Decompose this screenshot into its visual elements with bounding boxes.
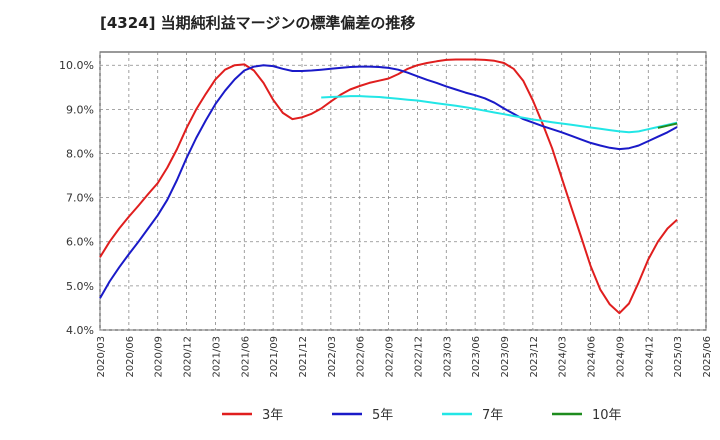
legend: 3年 5年 7年 10年 bbox=[222, 408, 622, 423]
series-lines bbox=[99, 58, 678, 315]
x-tick-label: 2020/12 bbox=[183, 336, 194, 378]
x-tick-label: 2021/09 bbox=[269, 336, 280, 378]
y-tick-label: 9.0% bbox=[66, 103, 94, 116]
y-tick-label: 7.0% bbox=[66, 192, 94, 205]
chart-title: [4324] 当期純利益マージンの標準偏差の推移 bbox=[100, 14, 416, 32]
x-tick-label: 2024/12 bbox=[644, 336, 655, 378]
x-tick-label: 2022/09 bbox=[385, 336, 396, 378]
x-tick-label: 2022/03 bbox=[327, 336, 338, 378]
x-tick-label: 2025/03 bbox=[673, 336, 684, 378]
x-tick-label: 2023/09 bbox=[500, 336, 511, 378]
x-tick-label: 2023/03 bbox=[442, 336, 453, 378]
y-tick-label: 5.0% bbox=[66, 280, 94, 293]
legend-label: 7年 bbox=[482, 408, 503, 423]
y-tick-label: 6.0% bbox=[66, 236, 94, 249]
plot-frame bbox=[99, 51, 707, 331]
x-tick-label: 2023/12 bbox=[529, 336, 540, 378]
x-tick-label: 2021/12 bbox=[298, 336, 309, 378]
x-tick-label: 2024/09 bbox=[615, 336, 626, 378]
grid bbox=[99, 51, 707, 331]
legend-label: 10年 bbox=[592, 408, 622, 423]
legend-label: 3年 bbox=[262, 408, 283, 423]
y-tick-label: 10.0% bbox=[59, 59, 94, 72]
series-line bbox=[99, 64, 678, 299]
x-tick-label: 2020/09 bbox=[154, 336, 165, 378]
x-tick-label: 2021/03 bbox=[211, 336, 222, 378]
x-tick-label: 2021/06 bbox=[240, 336, 251, 378]
y-tick-label: 4.0% bbox=[66, 324, 94, 337]
series-line bbox=[321, 95, 678, 134]
x-tick-label: 2024/03 bbox=[558, 336, 569, 378]
y-tick-label: 8.0% bbox=[66, 147, 94, 160]
x-tick-label: 2024/06 bbox=[587, 336, 598, 378]
x-tick-label: 2025/06 bbox=[702, 336, 713, 378]
series-line bbox=[657, 122, 678, 129]
x-tick-label: 2023/06 bbox=[471, 336, 482, 378]
x-tick-label: 2022/12 bbox=[413, 336, 424, 378]
series-line bbox=[99, 58, 678, 315]
x-tick-label: 2020/06 bbox=[125, 336, 136, 378]
legend-label: 5年 bbox=[372, 408, 393, 423]
x-tick-label: 2022/06 bbox=[356, 336, 367, 378]
axes: 4.0% 5.0% 6.0% 7.0% 8.0% 9.0% 10.0% 2020/03 2020… bbox=[59, 59, 713, 377]
x-tick-label: 2020/03 bbox=[96, 336, 107, 378]
